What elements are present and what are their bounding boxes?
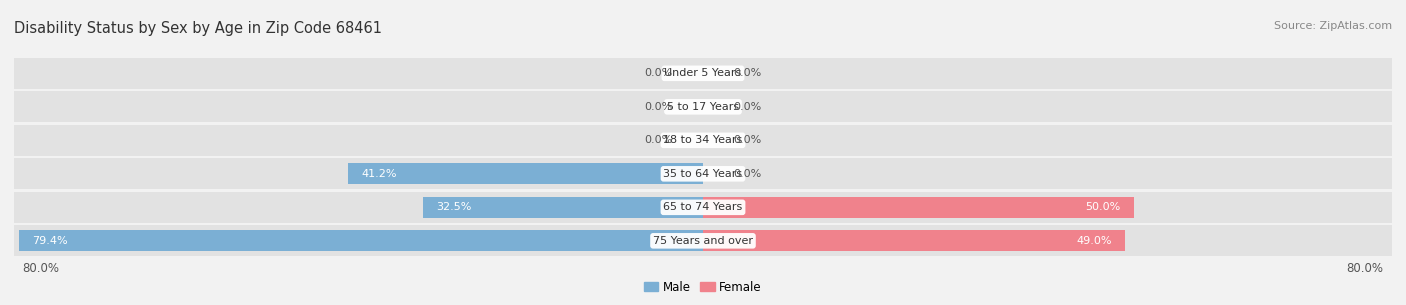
Bar: [14, 192, 1392, 223]
Bar: [14, 158, 1392, 189]
Bar: [14, 92, 1392, 122]
Bar: [703, 231, 1125, 251]
Legend: Male, Female: Male, Female: [640, 276, 766, 298]
Text: 35 to 64 Years: 35 to 64 Years: [664, 169, 742, 179]
Text: 80.0%: 80.0%: [1347, 262, 1384, 274]
Text: 75 Years and over: 75 Years and over: [652, 236, 754, 246]
Text: 79.4%: 79.4%: [32, 236, 67, 246]
Text: 41.2%: 41.2%: [361, 169, 396, 179]
Text: 0.0%: 0.0%: [733, 135, 762, 145]
Bar: [349, 163, 703, 184]
Text: 0.0%: 0.0%: [644, 68, 673, 78]
Bar: [703, 197, 1133, 218]
Text: Disability Status by Sex by Age in Zip Code 68461: Disability Status by Sex by Age in Zip C…: [14, 21, 382, 36]
Text: 5 to 17 Years: 5 to 17 Years: [666, 102, 740, 112]
Bar: [14, 58, 1392, 89]
Text: 0.0%: 0.0%: [644, 102, 673, 112]
Text: Source: ZipAtlas.com: Source: ZipAtlas.com: [1274, 21, 1392, 31]
Text: 0.0%: 0.0%: [733, 68, 762, 78]
Text: 0.0%: 0.0%: [733, 102, 762, 112]
Text: 32.5%: 32.5%: [436, 202, 471, 212]
Bar: [423, 197, 703, 218]
Text: 50.0%: 50.0%: [1085, 202, 1121, 212]
Text: 65 to 74 Years: 65 to 74 Years: [664, 202, 742, 212]
Text: 80.0%: 80.0%: [22, 262, 59, 274]
Text: 49.0%: 49.0%: [1077, 236, 1112, 246]
Text: 0.0%: 0.0%: [733, 169, 762, 179]
Bar: [20, 231, 703, 251]
Text: 18 to 34 Years: 18 to 34 Years: [664, 135, 742, 145]
Text: Under 5 Years: Under 5 Years: [665, 68, 741, 78]
Text: 0.0%: 0.0%: [644, 135, 673, 145]
Bar: [14, 225, 1392, 256]
Bar: [14, 125, 1392, 156]
